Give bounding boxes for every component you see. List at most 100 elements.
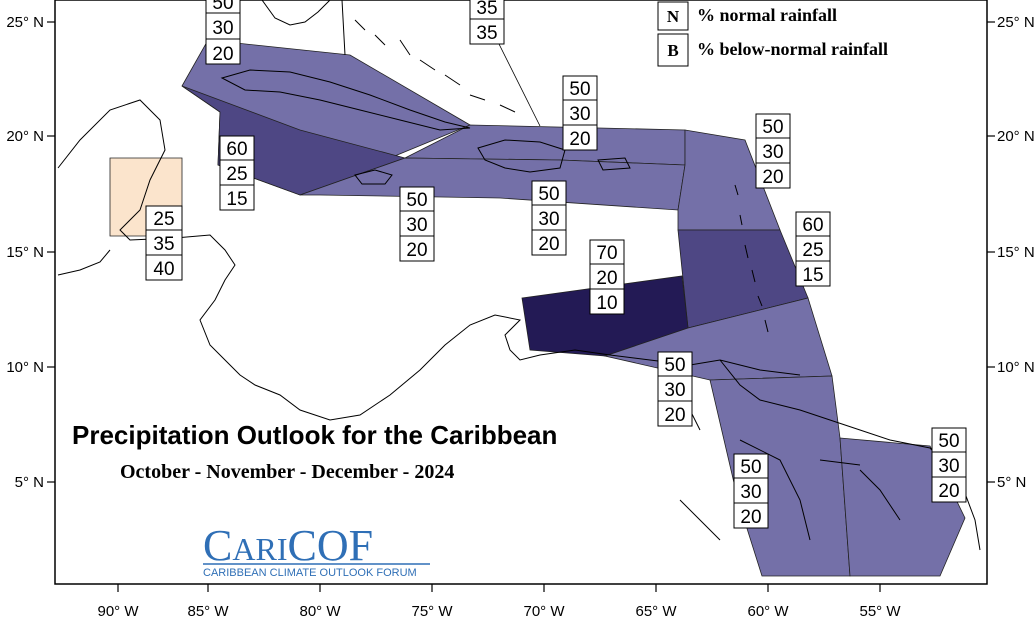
lon-tick-90w: 90° W	[97, 603, 139, 620]
lon-tick-70w: 70° W	[523, 603, 565, 620]
prob-value: 60	[802, 215, 823, 236]
prob-value: 30	[406, 215, 427, 236]
prob-value: 30	[569, 104, 590, 125]
longitude-labels: 90° W 85° W 80° W 75° W 70° W 65° W 60° …	[97, 603, 901, 620]
prob-value: 20	[664, 405, 685, 426]
lat-tick-20n-left: 20° N	[6, 128, 44, 145]
prob-value: 20	[569, 129, 590, 150]
lat-tick-5n-right: 5° N	[997, 474, 1026, 491]
puerto-rico-coast	[597, 157, 631, 171]
map-title: Precipitation Outlook for the Caribbean	[72, 420, 557, 450]
logo-wordmark: CARICOF	[203, 521, 373, 570]
prob-value: 50	[538, 184, 559, 205]
prob-box-florida-gulf: 50 30 20	[205, 0, 241, 65]
prob-value: 30	[762, 142, 783, 163]
prob-value: 60	[226, 139, 247, 160]
prob-value: 20	[538, 234, 559, 255]
prob-value: 25	[226, 164, 247, 185]
caricof-logo: CARICOF CARIBBEAN CLIMATE OUTLOOK FORUM	[203, 521, 430, 579]
zone-guyana	[709, 375, 851, 577]
legend-key-box	[657, 1, 689, 31]
prob-value: 50	[762, 117, 783, 138]
prob-value: 50	[406, 190, 427, 211]
legend-label-normal: % normal rainfall	[697, 5, 837, 25]
prob-value: 35	[476, 0, 497, 19]
lon-tick-60w: 60° W	[747, 603, 789, 620]
prob-value: 15	[802, 265, 823, 286]
legend-label-below-normal: % below-normal rainfall	[697, 39, 888, 59]
map-subtitle: October - November - December - 2024	[120, 461, 454, 483]
lat-tick-20n-right: 20° N	[997, 128, 1035, 145]
prob-box-jamaica-south: 50 30 20	[399, 186, 435, 262]
legend-key-b: B	[667, 41, 678, 60]
prob-box-jamaica-west: 60 25 15	[219, 135, 255, 211]
prob-value: 40	[153, 259, 174, 280]
prob-value: 30	[212, 18, 233, 39]
prob-value: 50	[569, 79, 590, 100]
prob-value: 50	[664, 355, 685, 376]
jamaica-coast	[354, 169, 393, 185]
prob-value: 20	[938, 481, 959, 502]
prob-value: 35	[153, 234, 174, 255]
bahamas-leader-line	[497, 41, 541, 127]
prob-box-french-guiana: 50 30 20	[931, 427, 967, 503]
logo-tagline: CARIBBEAN CLIMATE OUTLOOK FORUM	[203, 567, 417, 579]
prob-value: 50	[740, 457, 761, 478]
prob-value: 10	[596, 293, 617, 314]
probability-boxes: 35 35 50 30 20 50 30 20 60 25 15	[145, 0, 967, 529]
yucatan-central-america	[57, 99, 801, 421]
prob-value: 30	[664, 380, 685, 401]
lat-tick-10n-left: 10° N	[6, 359, 44, 376]
legend-key-box	[657, 33, 689, 67]
logo-part: COF	[287, 521, 373, 570]
florida-coast	[261, 0, 346, 56]
hispaniola-coast	[477, 139, 566, 173]
prob-value: 15	[226, 189, 247, 210]
lat-tick-15n-right: 15° N	[997, 244, 1035, 261]
prob-box-puerto-rico-south: 50 30 20	[531, 180, 567, 256]
lon-tick-80w: 80° W	[299, 603, 341, 620]
bahamas-islands	[354, 19, 516, 113]
axis-ticks	[47, 21, 995, 592]
prob-box-belize: 25 35 40	[145, 205, 183, 281]
prob-value: 30	[938, 456, 959, 477]
prob-value: 20	[596, 268, 617, 289]
prob-value: 50	[212, 0, 233, 14]
prob-value: 30	[538, 209, 559, 230]
forecast-zones	[109, 39, 966, 577]
lon-tick-75w: 75° W	[411, 603, 453, 620]
prob-box-leeward-islands: 50 30 20	[755, 113, 791, 189]
prob-box-trinidad-guyana: 50 30 20	[657, 351, 693, 427]
lat-tick-25n-left: 25° N	[6, 14, 44, 31]
lesser-antilles	[734, 184, 769, 333]
legend-key-n: N	[667, 7, 680, 26]
cuba-coast	[220, 69, 471, 131]
lat-tick-15n-left: 15° N	[6, 244, 44, 261]
logo-part: C	[203, 521, 232, 570]
prob-box-guyana-interior: 50 30 20	[733, 453, 769, 529]
prob-value: 20	[762, 167, 783, 188]
lon-tick-55w: 55° W	[859, 603, 901, 620]
prob-value: 20	[406, 240, 427, 261]
prob-value: 35	[476, 23, 497, 44]
interior-borders	[679, 439, 901, 541]
prob-value: 25	[153, 209, 174, 230]
prob-box-hispaniola-north: 50 30 20	[562, 75, 598, 151]
lat-tick-25n-right: 25° N	[997, 14, 1035, 31]
lon-tick-65w: 65° W	[635, 603, 677, 620]
prob-value: 20	[212, 44, 233, 65]
prob-box-windward-islands: 60 25 15	[795, 211, 831, 287]
lat-tick-10n-right: 10° N	[997, 359, 1035, 376]
prob-value: 30	[740, 482, 761, 503]
prob-box-abc-islands: 70 20 10	[589, 239, 625, 315]
lon-tick-85w: 85° W	[187, 603, 229, 620]
lat-tick-5n-left: 5° N	[15, 474, 44, 491]
latitude-labels-right: 25° N 20° N 15° N 10° N 5° N	[997, 14, 1035, 491]
prob-value: 70	[596, 243, 617, 264]
prob-value: 50	[938, 431, 959, 452]
prob-value: 20	[740, 507, 761, 528]
map-frame	[54, 0, 988, 585]
legend: N % normal rainfall B % below-normal rai…	[657, 1, 888, 67]
prob-value: 25	[802, 240, 823, 261]
